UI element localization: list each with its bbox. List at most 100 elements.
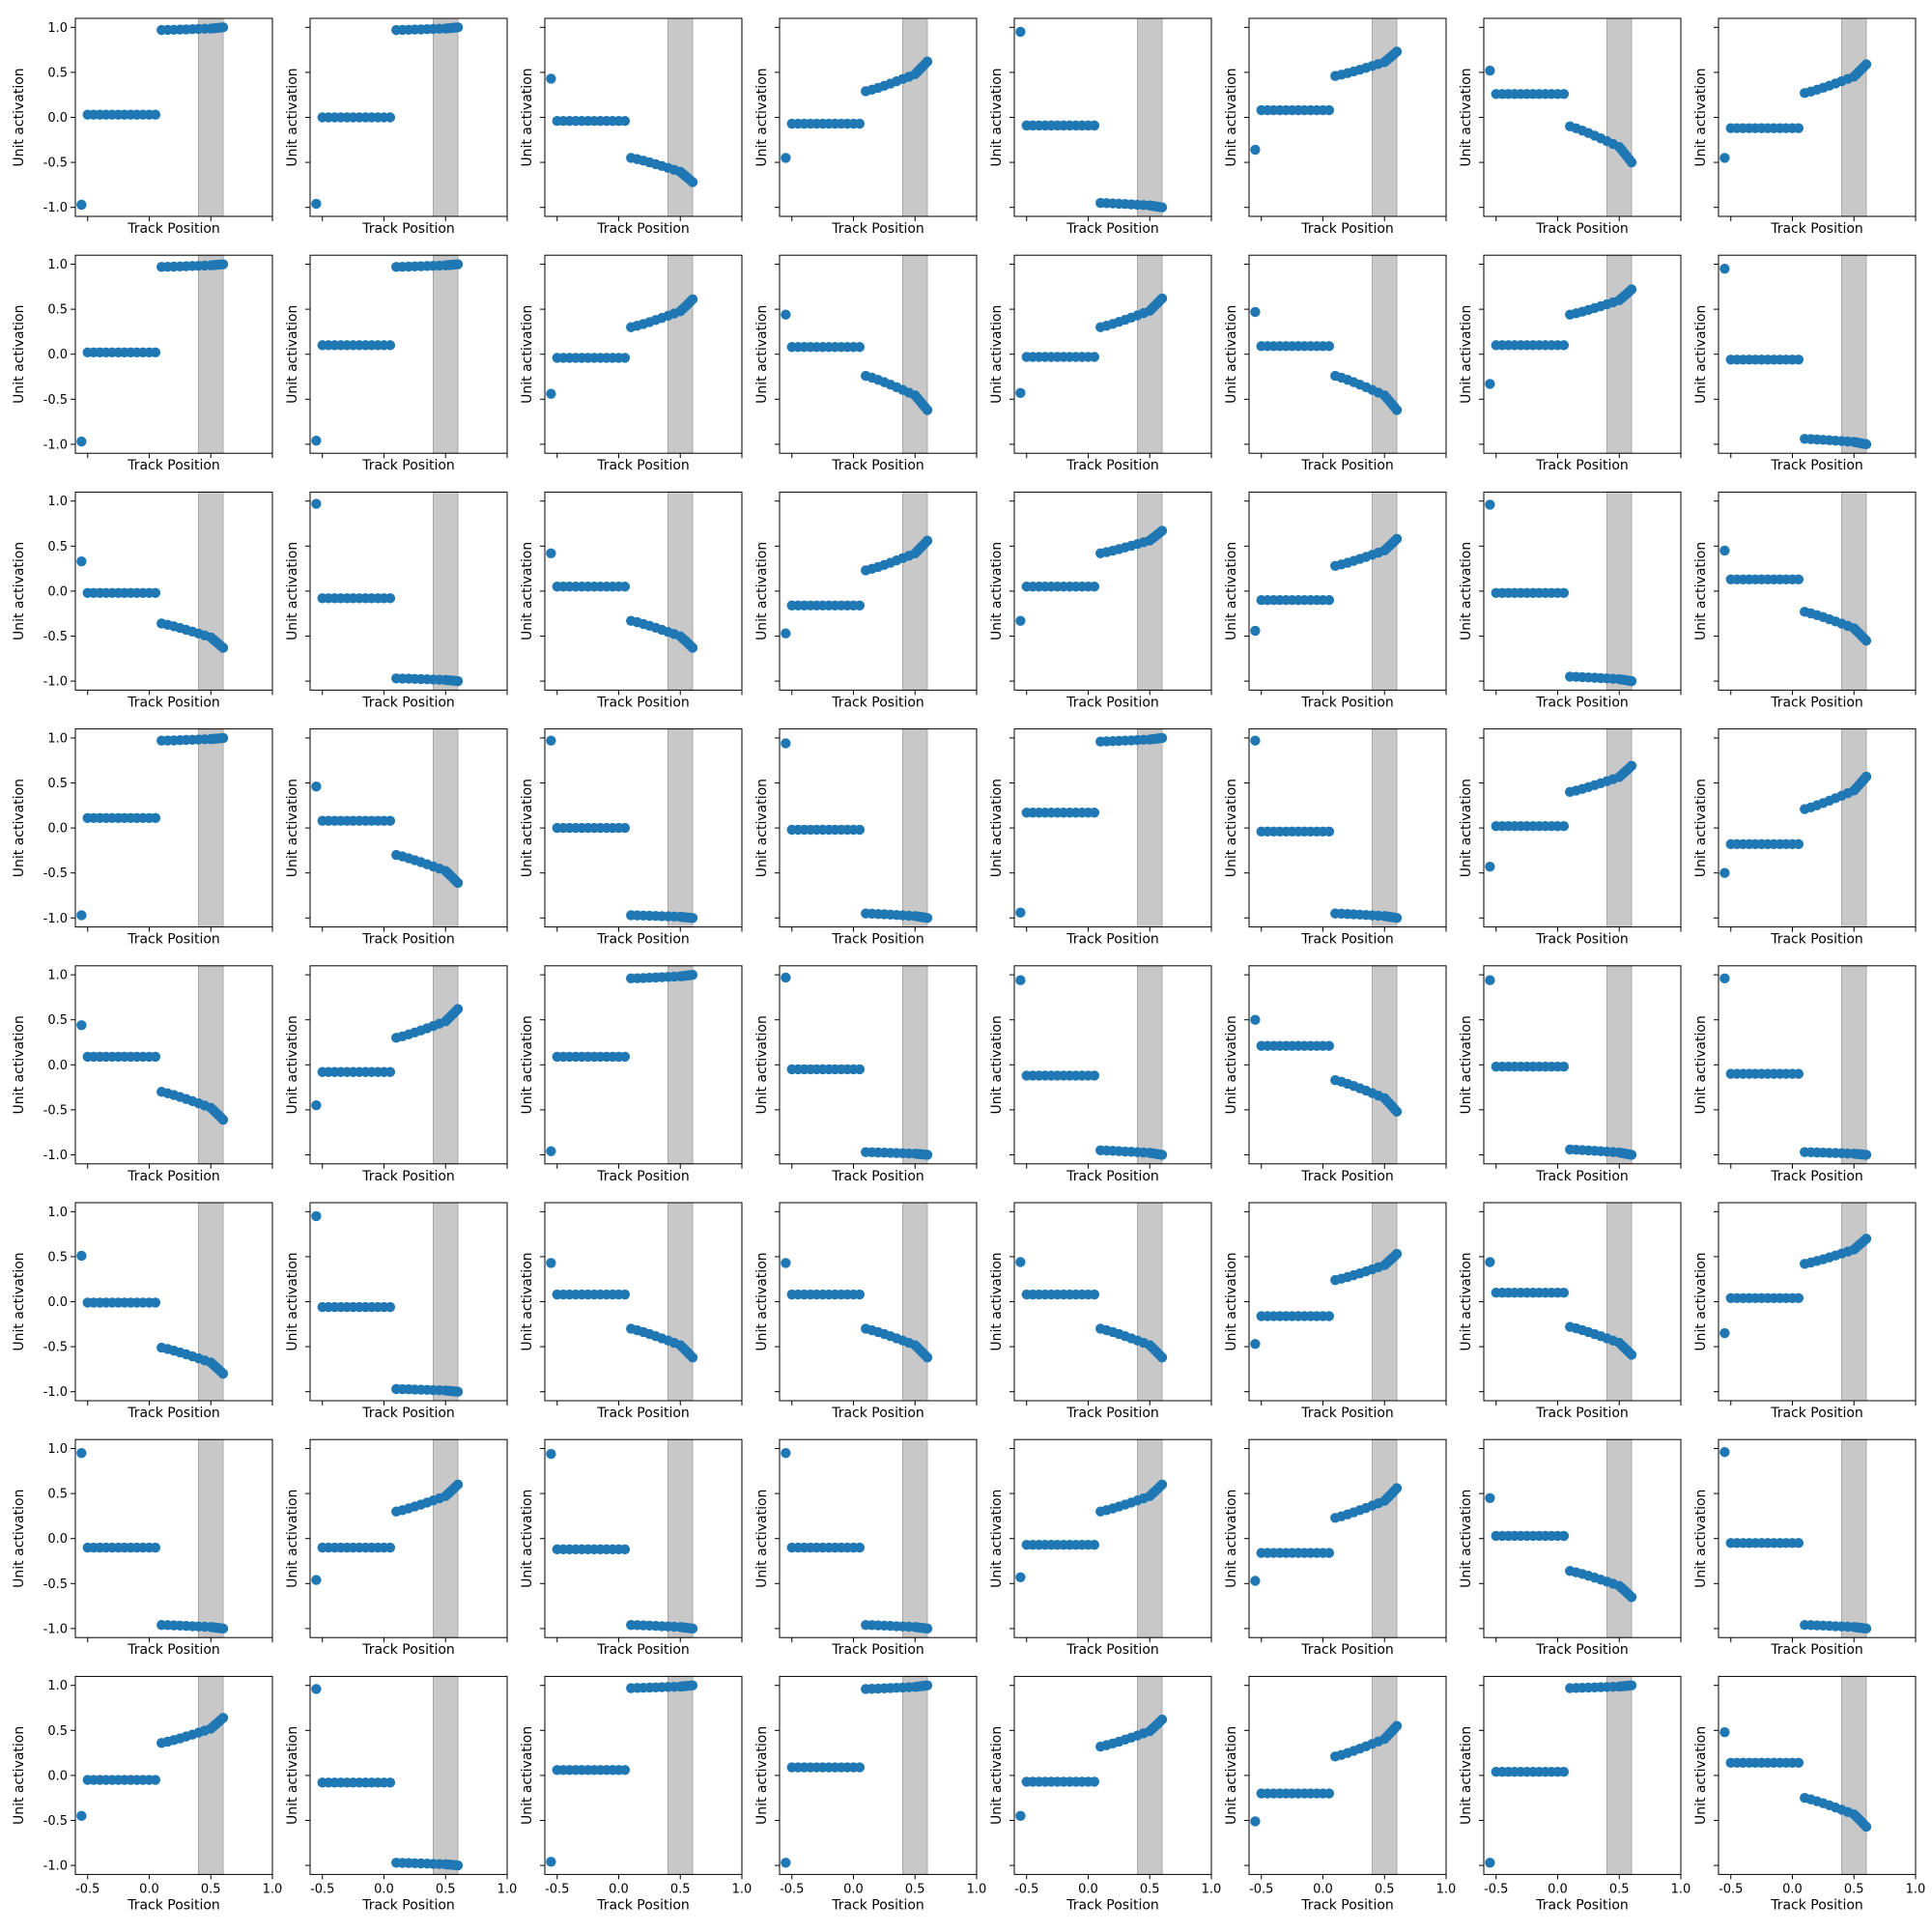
- subplot-r8-c2: -0.5 0.0 0.5 1.0 Track Position Unit activati…: [285, 1676, 517, 1913]
- y-tick-label: 0.5: [47, 303, 68, 318]
- data-point: [1324, 1788, 1334, 1798]
- shaded-region: [1373, 1439, 1398, 1637]
- x-axis-label: Track Position: [1065, 695, 1159, 710]
- data-point: [923, 1150, 932, 1159]
- axes-frame: [1014, 18, 1211, 216]
- data-point: [453, 878, 463, 888]
- data-point: [781, 310, 790, 320]
- shaded-region: [1607, 966, 1633, 1164]
- data-point: [1015, 976, 1025, 985]
- x-axis-label: Track Position: [1770, 695, 1863, 710]
- subplot-r8-c3: -0.5 0.0 0.5 1.0 Track Position Unit activati…: [520, 1676, 752, 1913]
- data-point: [151, 1543, 160, 1552]
- subplot-r1-c2: Track Position Unit activation: [285, 18, 507, 237]
- x-axis-label: Track Position: [1770, 1169, 1863, 1184]
- shaded-region: [1607, 492, 1633, 690]
- data-point: [781, 628, 790, 638]
- data-point: [76, 1448, 86, 1458]
- y-axis-label: Unit activation: [285, 1726, 300, 1825]
- axes-frame: [1249, 255, 1446, 453]
- x-axis-label: Track Position: [1065, 458, 1159, 473]
- subplot-r6-c6: Track Position Unit activation: [1224, 1203, 1446, 1421]
- data-point: [1794, 839, 1804, 849]
- y-axis-label: Unit activation: [12, 1252, 27, 1350]
- data-point: [1250, 1576, 1260, 1585]
- data-point: [855, 1762, 865, 1772]
- x-axis-label: Track Position: [1770, 932, 1863, 948]
- x-axis-label: Track Position: [1535, 458, 1629, 473]
- data-point: [218, 1713, 228, 1722]
- subplot-r8-c6: -0.5 0.0 0.5 1.0 Track Position Unit activati…: [1224, 1676, 1456, 1913]
- subplot-r1-c4: Track Position Unit activation: [754, 18, 977, 237]
- data-point: [1627, 157, 1636, 167]
- y-axis-label: Unit activation: [12, 305, 27, 404]
- x-axis-label: Track Position: [1770, 221, 1863, 237]
- shaded-region: [668, 18, 694, 216]
- x-tick-label: 0.0: [139, 1882, 159, 1896]
- data-point: [1250, 145, 1260, 155]
- y-tick-label: 1.0: [47, 731, 68, 746]
- data-point: [1015, 388, 1025, 398]
- data-point: [1627, 1150, 1636, 1159]
- subplot-r7-c3: Track Position Unit activation: [520, 1439, 742, 1658]
- data-point: [1794, 1758, 1804, 1768]
- data-point: [1719, 1328, 1729, 1338]
- x-axis-label: Track Position: [831, 1642, 924, 1658]
- x-axis-label: Track Position: [1065, 1406, 1159, 1421]
- data-point: [1861, 1822, 1871, 1832]
- x-tick-label: 1.0: [732, 1882, 753, 1896]
- axes-frame: [545, 1203, 742, 1401]
- shaded-region: [1607, 18, 1633, 216]
- x-tick-label: 0.5: [1375, 1882, 1395, 1896]
- data-point: [76, 1020, 86, 1030]
- x-tick-label: -0.5: [1249, 1882, 1273, 1896]
- shaded-region: [434, 255, 459, 453]
- x-tick-label: 1.0: [1671, 1882, 1691, 1896]
- data-point: [1392, 1249, 1402, 1259]
- axes-frame: [1014, 1203, 1211, 1401]
- y-tick-label: 1.0: [47, 21, 68, 36]
- axes-frame: [75, 1439, 272, 1637]
- shaded-region: [199, 729, 224, 927]
- data-point: [546, 1147, 555, 1156]
- data-point: [923, 405, 932, 414]
- data-point: [218, 1369, 228, 1378]
- shaded-region: [668, 1676, 694, 1874]
- x-axis-label: Track Position: [1535, 1642, 1629, 1658]
- data-point: [620, 1290, 630, 1299]
- x-axis-label: Track Position: [361, 1406, 455, 1421]
- x-axis-label: Track Position: [127, 221, 220, 237]
- shaded-region: [434, 1439, 459, 1637]
- data-point: [1794, 1538, 1804, 1548]
- axes-frame: [310, 1676, 507, 1874]
- data-point: [1392, 1107, 1402, 1117]
- data-point: [1719, 1727, 1729, 1737]
- data-point: [1861, 59, 1871, 69]
- shaded-region: [1842, 1439, 1867, 1637]
- data-point: [1015, 1257, 1025, 1266]
- subplot-r8-c5: -0.5 0.0 0.5 1.0 Track Position Unit activati…: [989, 1676, 1221, 1913]
- y-tick-label: -1.0: [43, 1149, 68, 1163]
- axes-frame: [1249, 1439, 1446, 1637]
- x-tick-label: 1.0: [263, 1882, 283, 1896]
- data-point: [546, 389, 555, 399]
- data-point: [620, 823, 630, 833]
- y-axis-label: Unit activation: [285, 1252, 300, 1350]
- subplot-r6-c1: -1.0 -0.5 0.0 0.5 1.0 Track Position Unit acti…: [12, 1203, 272, 1421]
- x-axis-label: Track Position: [127, 1897, 220, 1913]
- shaded-region: [434, 1203, 459, 1401]
- subplot-r5-c4: Track Position Unit activation: [754, 966, 977, 1184]
- y-tick-label: -1.0: [43, 1622, 68, 1636]
- data-point: [1861, 1150, 1871, 1159]
- data-point: [385, 593, 395, 603]
- data-point: [453, 22, 463, 32]
- data-point: [1485, 379, 1494, 388]
- x-tick-label: 0.0: [374, 1882, 394, 1896]
- x-axis-label: Track Position: [831, 932, 924, 948]
- y-axis-label: Unit activation: [1693, 68, 1709, 166]
- data-point: [1250, 307, 1260, 317]
- data-point: [1794, 123, 1804, 132]
- data-point: [688, 1624, 697, 1634]
- y-tick-label: -1.0: [43, 1860, 68, 1874]
